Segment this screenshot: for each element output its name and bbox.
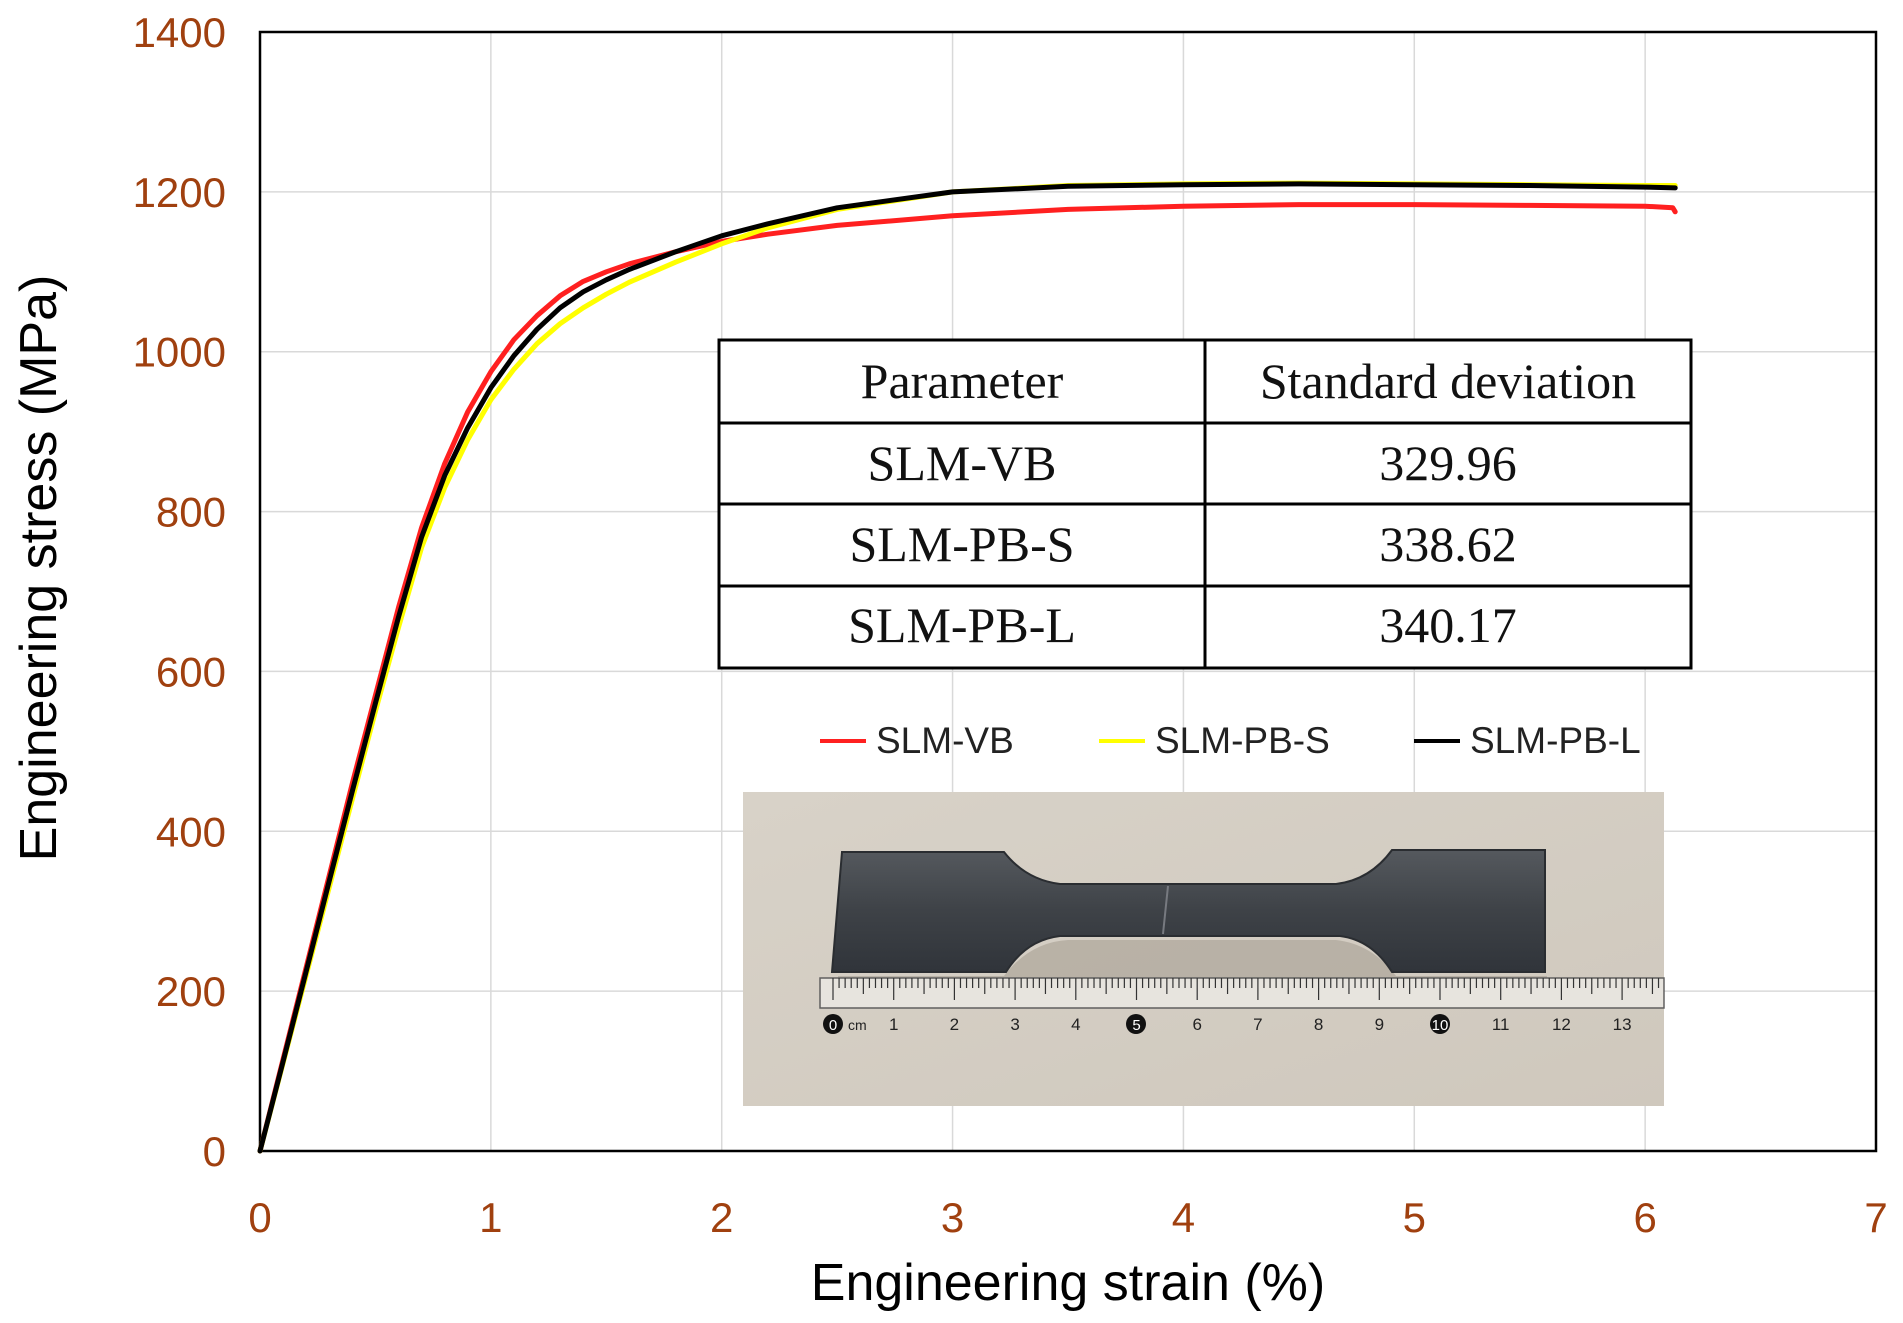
ruler-number-label: 2 (950, 1015, 959, 1034)
series-layer (257, 180, 1678, 1154)
y-tick-label: 1200 (133, 169, 226, 216)
y-axis-label: Engineering stress (MPa) (10, 275, 68, 862)
legend: SLM-VB SLM-PB-S SLM-PB-L (820, 720, 1641, 761)
specimen-photo: 0 cm 1 2 3 4 5 6 7 8 9 10 11 12 13 (743, 792, 1665, 1106)
table-cell-param-pbs: SLM-PB-S (849, 516, 1074, 572)
x-tick-label: 4 (1172, 1194, 1195, 1241)
ruler-number-label: 7 (1253, 1015, 1262, 1034)
ruler-unit-label: cm (848, 1017, 867, 1033)
table-cell-sd-vb: 329.96 (1379, 435, 1517, 491)
x-tick-label: 2 (710, 1194, 733, 1241)
legend-label-slm-pb-s: SLM-PB-S (1155, 720, 1330, 761)
y-tick-label: 200 (156, 968, 226, 1015)
table-header-std-dev: Standard deviation (1260, 353, 1636, 409)
table-cell-sd-pbl: 340.17 (1379, 597, 1517, 653)
x-tick-label: 5 (1403, 1194, 1426, 1241)
y-tick-label: 0 (203, 1128, 226, 1175)
y-tick-label: 400 (156, 808, 226, 855)
y-tick-label: 800 (156, 489, 226, 536)
legend-label-slm-pb-l: SLM-PB-L (1470, 720, 1641, 761)
ruler-number-label: 3 (1010, 1015, 1019, 1034)
x-tick-label: 7 (1864, 1194, 1887, 1241)
x-tick-label: 0 (248, 1194, 271, 1241)
ruler-number-label: 1 (889, 1015, 898, 1034)
ruler-ticks (832, 978, 1660, 1000)
std-deviation-table: Parameter Standard deviation SLM-VB 329.… (717, 338, 1693, 670)
x-tick-labels: 0 1 2 3 4 5 6 7 (248, 1194, 1887, 1241)
table-cell-param-vb: SLM-VB (868, 435, 1057, 491)
y-tick-label: 1400 (133, 9, 226, 56)
plot-area-frame (258, 30, 1878, 1153)
ruler-number-label: 8 (1314, 1015, 1323, 1034)
ruler-marker-5 (1126, 1014, 1146, 1034)
ruler-marker-0 (823, 1014, 843, 1034)
ruler-number-label: 9 (1375, 1015, 1384, 1034)
x-axis-label: Engineering strain (%) (811, 1254, 1325, 1312)
x-tick-label: 1 (479, 1194, 502, 1241)
ruler-labels: 0 cm 1 2 3 4 5 6 7 8 9 10 11 12 13 (829, 1015, 1632, 1034)
y-tick-label: 600 (156, 648, 226, 695)
ruler-number-label: 10 (1432, 1017, 1449, 1034)
x-tick-label: 3 (941, 1194, 964, 1241)
ruler-number-label: 0 (829, 1017, 837, 1034)
table-cell-param-pbl: SLM-PB-L (848, 597, 1076, 653)
ruler-number-label: 5 (1132, 1017, 1140, 1034)
ruler-number-label: 11 (1492, 1015, 1510, 1034)
ruler-number-label: 4 (1071, 1015, 1080, 1034)
ruler-marker-10 (1430, 1014, 1450, 1034)
y-tick-label: 1000 (133, 329, 226, 376)
specimen-shadow (838, 940, 1547, 982)
ruler: 0 cm 1 2 3 4 5 6 7 8 9 10 11 12 13 (819, 977, 1665, 1034)
y-tick-labels: 0 200 400 600 800 1000 1200 1400 (133, 9, 226, 1175)
ruler-number-label: 13 (1613, 1015, 1632, 1034)
series-line-slm-pb-l (257, 181, 1678, 1154)
legend-label-slm-vb: SLM-VB (876, 720, 1014, 761)
x-tick-label: 6 (1633, 1194, 1656, 1241)
ruler-number-label: 12 (1552, 1015, 1571, 1034)
ruler-number-label: 6 (1192, 1015, 1201, 1034)
dogbone-specimen (830, 849, 1546, 973)
table-cell-sd-pbs: 338.62 (1379, 516, 1517, 572)
table-header-parameter: Parameter (861, 353, 1064, 409)
